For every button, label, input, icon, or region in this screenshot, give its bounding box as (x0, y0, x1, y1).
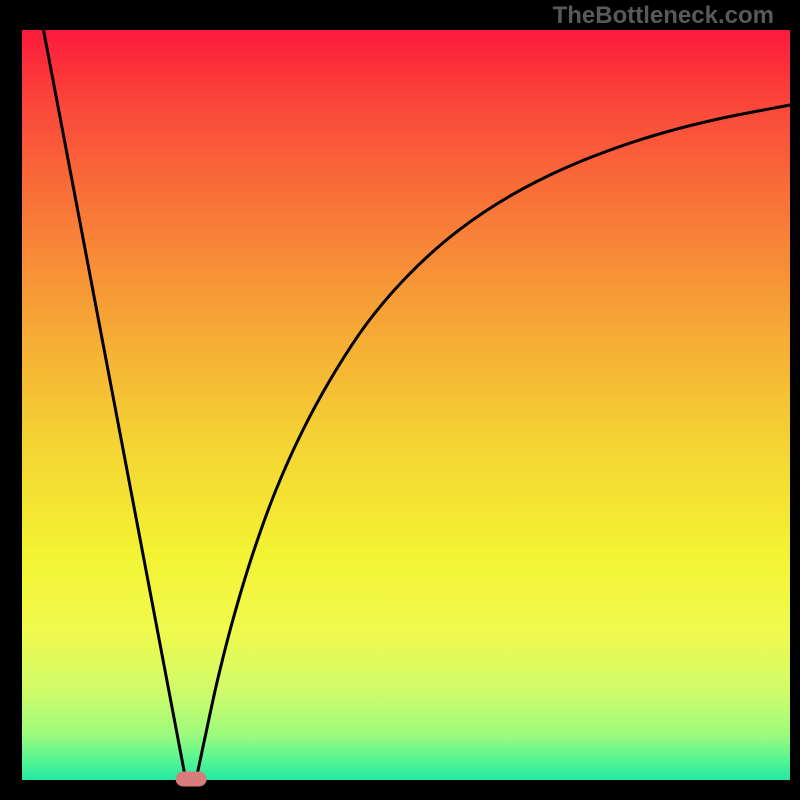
marker-pill (176, 771, 207, 786)
plot-area (22, 30, 790, 780)
curve-layer (22, 30, 790, 780)
curve-left-line (44, 30, 185, 775)
chart-container: TheBottleneck.com (0, 0, 800, 800)
curve-right-arc (197, 105, 790, 775)
watermark-text: TheBottleneck.com (553, 2, 774, 30)
